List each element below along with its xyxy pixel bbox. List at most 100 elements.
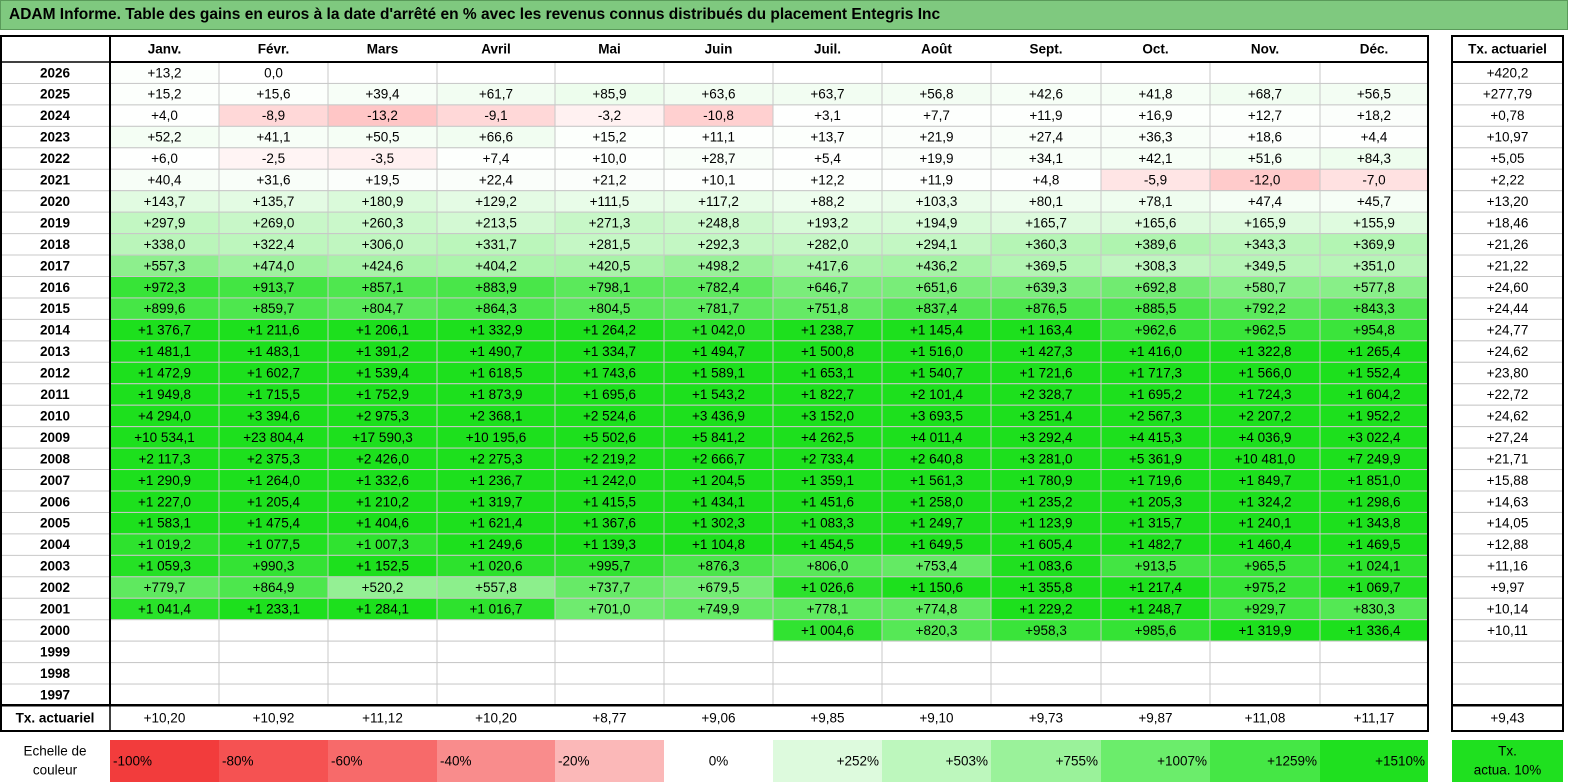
- cell-value: +1 264,0: [247, 473, 300, 488]
- cell-value: +5 361,9: [1129, 451, 1182, 466]
- cell-value: +651,6: [916, 280, 958, 295]
- cell-value: +2 426,0: [356, 451, 409, 466]
- cell-value: +1 249,7: [910, 516, 963, 531]
- heatmap-cell: [772, 683, 883, 706]
- year-label: 2013: [40, 344, 71, 359]
- heatmap-cell: [109, 640, 220, 664]
- cell-value: +1 026,6: [801, 580, 854, 595]
- heatmap-cell: [1319, 640, 1429, 664]
- cell-value: +11,9: [920, 173, 953, 188]
- cell-value: +85,9: [592, 87, 626, 102]
- cell-value: +5 502,6: [583, 430, 636, 445]
- heatmap-cell: [436, 683, 556, 706]
- cell-value: +3 281,0: [1020, 451, 1073, 466]
- cell-value: +804,7: [362, 301, 404, 316]
- cell-value: +269,0: [253, 215, 295, 230]
- year-label: 2008: [40, 451, 71, 466]
- cell-value: +577,8: [1353, 280, 1395, 295]
- year-label: 2009: [40, 430, 70, 445]
- cell-value: +78,1: [1138, 194, 1172, 209]
- cell-value: +3 152,0: [801, 408, 854, 423]
- cell-value: +6,0: [151, 151, 178, 166]
- footer-value: +10,20: [144, 711, 186, 726]
- cell-value: +2 328,7: [1020, 387, 1073, 402]
- legend-step-label: 0%: [709, 754, 729, 769]
- cell-value: +42,1: [1138, 151, 1172, 166]
- cell-value: +47,4: [1248, 194, 1283, 209]
- cell-value: +41,8: [1138, 87, 1172, 102]
- cell-value: +1 152,5: [356, 559, 409, 574]
- cell-value: +1 500,8: [801, 344, 854, 359]
- cell-value: +1 083,6: [1020, 559, 1073, 574]
- cell-value: +1 717,3: [1129, 366, 1182, 381]
- cell-value: +1 873,9: [470, 387, 523, 402]
- cell-value: +1 434,1: [692, 494, 745, 509]
- legend-label: couleur: [33, 763, 78, 778]
- cell-value: +1 543,2: [692, 387, 745, 402]
- footer-value: +10,20: [475, 711, 517, 726]
- rate-value: +10,11: [1487, 623, 1528, 638]
- cell-value: +876,5: [1025, 301, 1067, 316]
- cell-value: +306,0: [362, 237, 404, 252]
- cell-value: +1 324,2: [1239, 494, 1292, 509]
- page-title: ADAM Informe. Table des gains en euros à…: [9, 6, 941, 23]
- cell-value: +2 101,4: [910, 387, 963, 402]
- heatmap-cell: [663, 662, 774, 685]
- rate-value: +22,72: [1487, 387, 1529, 402]
- cell-value: +1 490,7: [470, 344, 523, 359]
- cell-value: +50,5: [365, 130, 399, 145]
- cell-value: +3 292,4: [1020, 430, 1073, 445]
- cell-value: +1 472,9: [138, 366, 191, 381]
- cell-value: -9,1: [484, 108, 507, 123]
- cell-value: +1 482,7: [1129, 537, 1182, 552]
- footer-value: +9,10: [919, 711, 953, 726]
- legend-step-label: -40%: [440, 754, 472, 769]
- cell-value: +84,3: [1357, 151, 1391, 166]
- cell-value: -2,5: [262, 151, 285, 166]
- legend-step-label: +1259%: [1267, 754, 1317, 769]
- rate-value: +21,71: [1487, 451, 1529, 466]
- cell-value: +1 205,4: [247, 494, 300, 509]
- cell-value: +1 851,0: [1348, 473, 1401, 488]
- cell-value: +18,6: [1248, 130, 1282, 145]
- month-header: Nov.: [1251, 42, 1279, 57]
- cell-value: +213,5: [475, 215, 517, 230]
- rate-value: +0,78: [1490, 108, 1524, 123]
- cell-value: +1 359,1: [801, 473, 854, 488]
- heatmap-cell: [990, 61, 1102, 84]
- heatmap-cell: [436, 640, 556, 664]
- cell-value: +260,3: [362, 215, 404, 230]
- footer-label: Tx. actuariel: [16, 711, 95, 726]
- rate-value: +24,62: [1487, 408, 1529, 423]
- cell-value: +1 583,1: [138, 516, 191, 531]
- cell-value: +1 427,3: [1020, 344, 1073, 359]
- year-label: 2006: [40, 494, 71, 509]
- heatmap-cell: [327, 640, 438, 664]
- cell-value: +1 695,6: [583, 387, 636, 402]
- cell-value: +4 415,3: [1129, 430, 1182, 445]
- cell-value: +294,1: [916, 237, 958, 252]
- heatmap-cell: [1319, 683, 1429, 706]
- cell-value: +308,3: [1135, 258, 1177, 273]
- heatmap-cell: [1100, 662, 1211, 685]
- cell-value: +56,5: [1357, 87, 1391, 102]
- rate-value: +24,77: [1487, 323, 1529, 338]
- legend-step-label: -20%: [558, 754, 590, 769]
- legend-rate-label: actua. 10%: [1474, 763, 1542, 778]
- cell-value: +774,8: [916, 602, 958, 617]
- cell-value: +165,7: [1025, 215, 1067, 230]
- year-label: 2026: [40, 65, 71, 80]
- cell-value: +17 590,3: [352, 430, 412, 445]
- cell-value: +165,9: [1244, 215, 1286, 230]
- cell-value: +12,7: [1248, 108, 1282, 123]
- heatmap-cell: [327, 619, 438, 642]
- cell-value: +830,3: [1353, 602, 1395, 617]
- year-label: 2001: [40, 602, 71, 617]
- cell-value: +1 343,8: [1348, 516, 1401, 531]
- cell-value: +749,9: [698, 602, 740, 617]
- cell-value: +1 516,0: [910, 344, 963, 359]
- cell-value: +985,6: [1135, 623, 1177, 638]
- year-label: 2023: [40, 130, 71, 145]
- cell-value: +1 229,2: [1020, 602, 1073, 617]
- cell-value: +753,4: [916, 559, 958, 574]
